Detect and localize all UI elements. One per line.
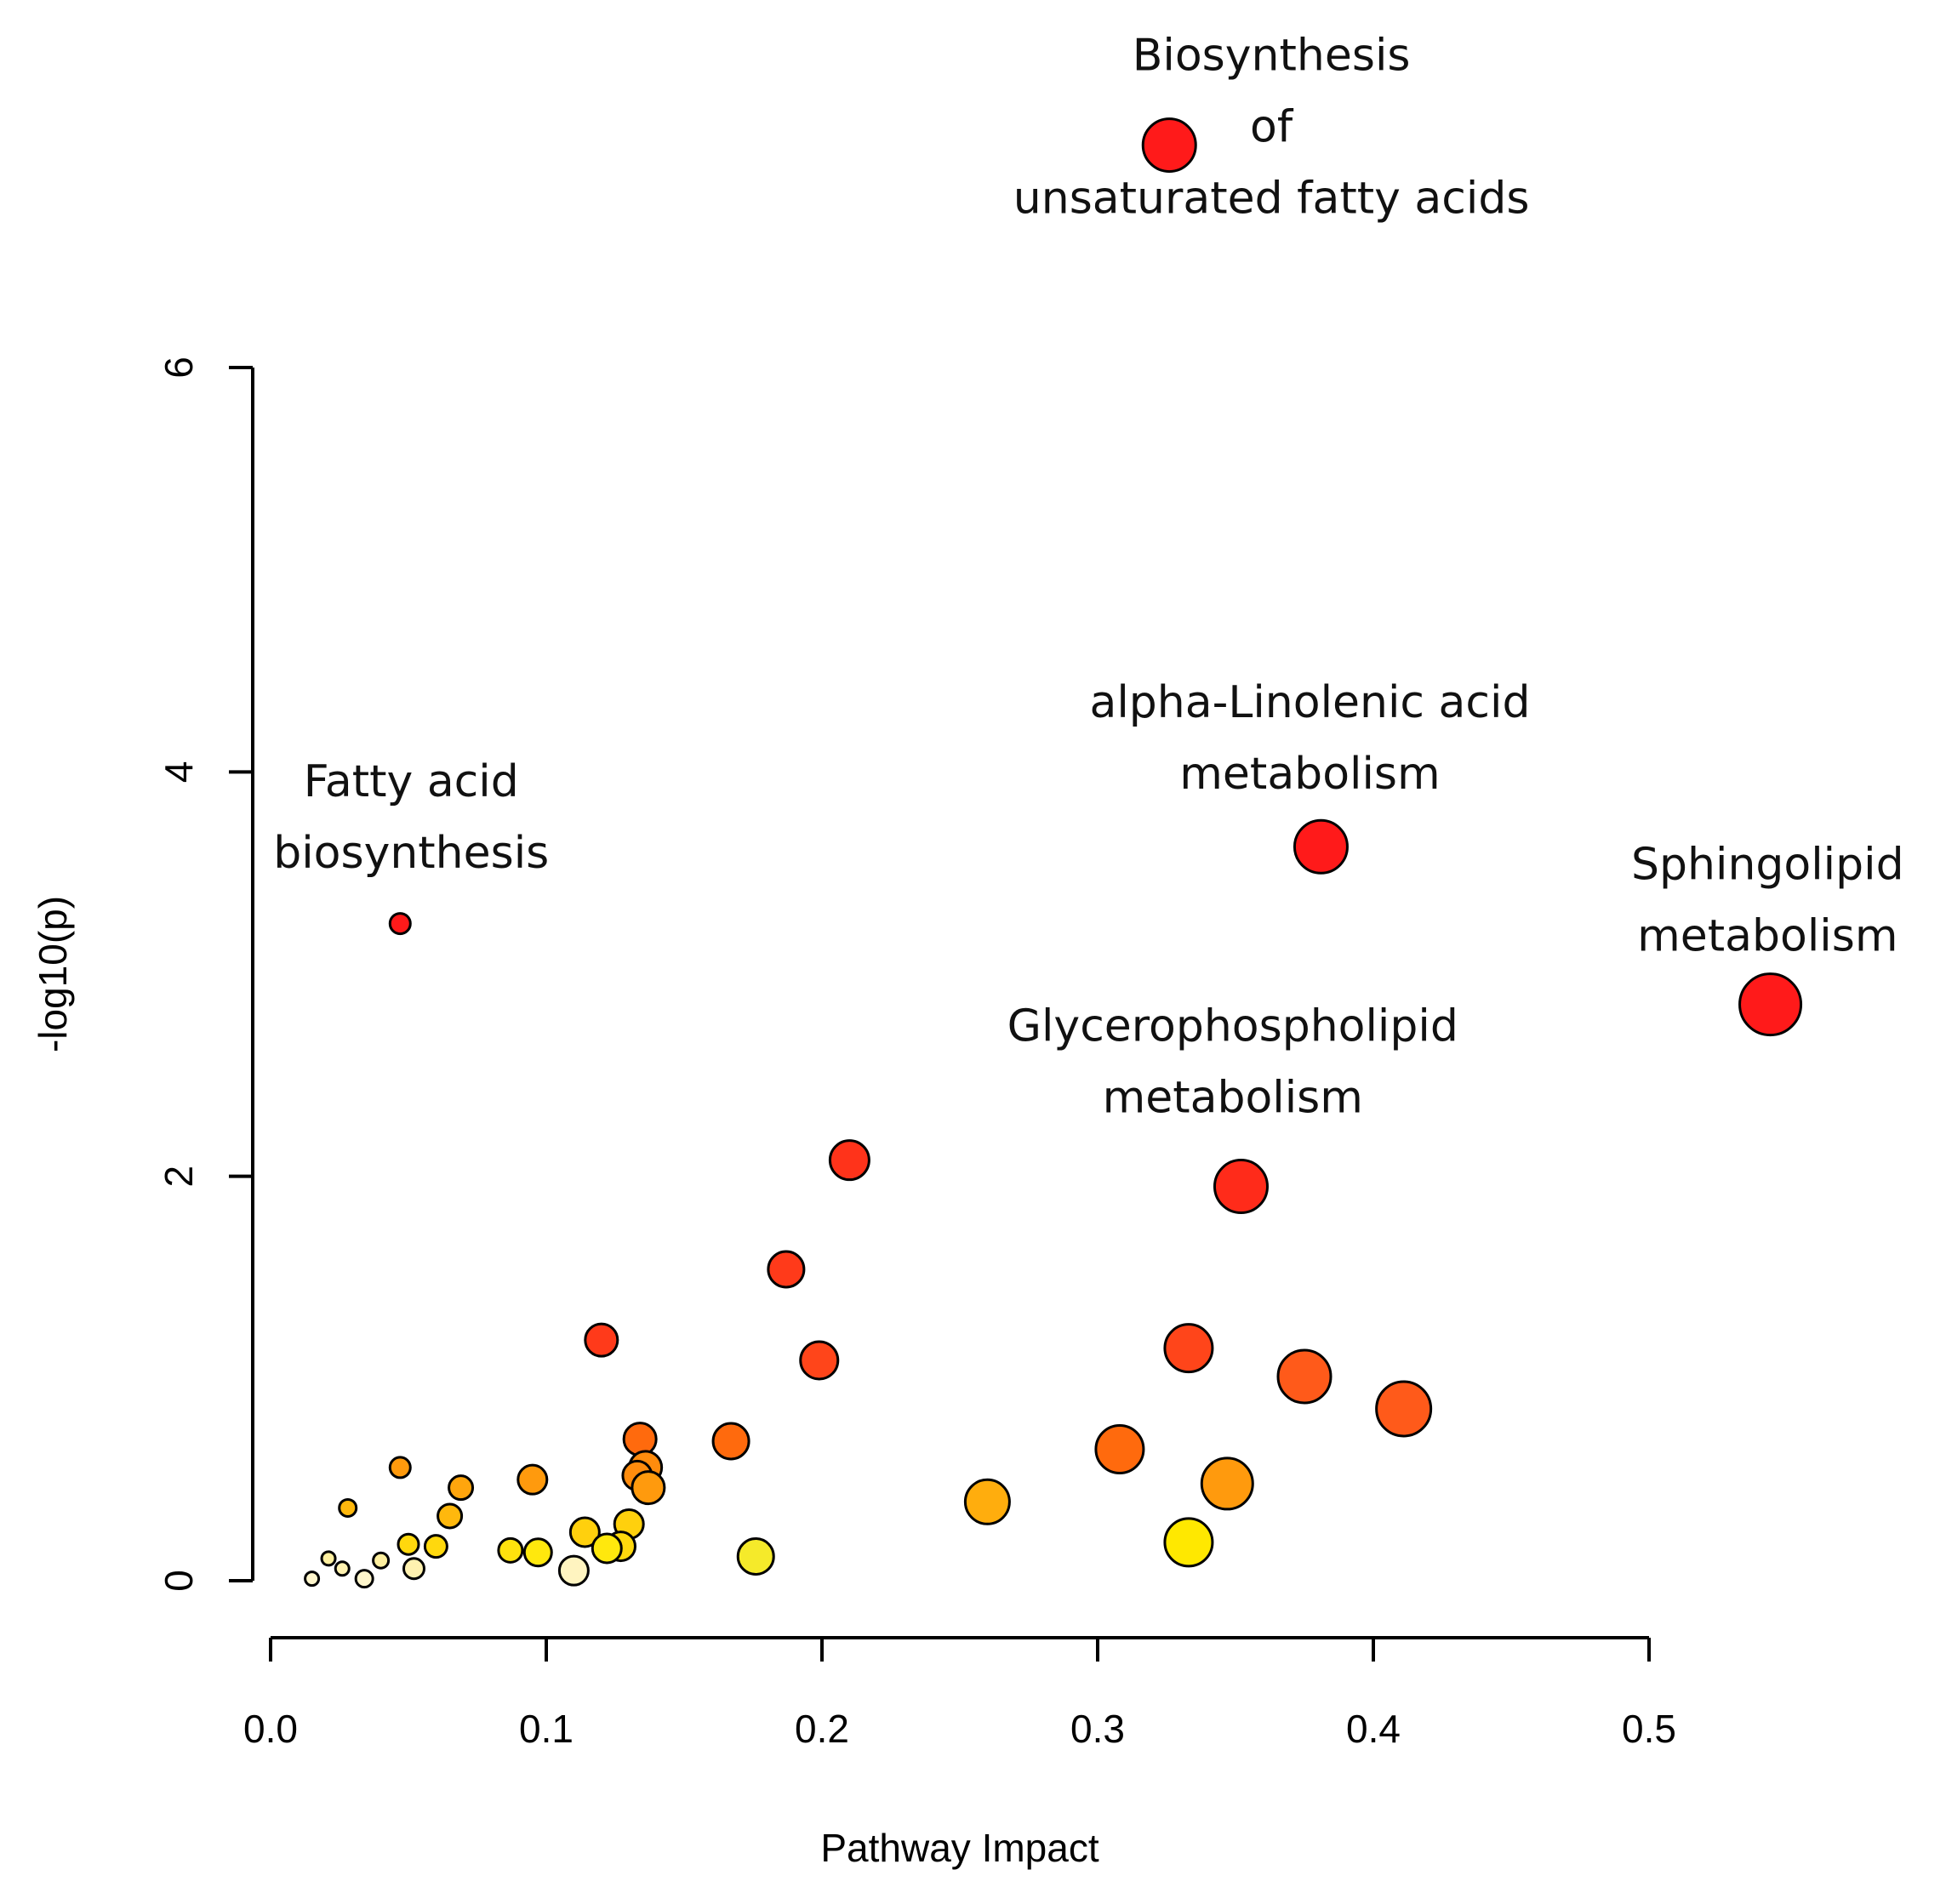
data-point	[963, 1478, 1011, 1525]
data-point	[304, 1571, 321, 1588]
y-tick-label: 0	[157, 1570, 201, 1592]
data-point	[711, 1422, 750, 1461]
data-point	[334, 1560, 351, 1577]
annotation-label: Sphingolipid metabolism	[1631, 839, 1904, 961]
data-point	[423, 1534, 448, 1559]
annotation-line: Biosynthesis	[1133, 31, 1411, 82]
annotation-line: metabolism	[1637, 910, 1897, 961]
data-point	[1293, 818, 1349, 875]
data-point	[631, 1470, 666, 1506]
x-tick-label: 0.2	[795, 1707, 849, 1751]
x-tick-label: 0.4	[1346, 1707, 1401, 1751]
y-tick-label: 4	[157, 761, 201, 784]
data-point	[1163, 1517, 1214, 1568]
x-tick-label: 0.0	[243, 1707, 298, 1751]
data-point	[388, 912, 412, 936]
annotation-label: Glycerophospholipid metabolism	[1007, 1000, 1458, 1123]
x-tick-label: 0.3	[1070, 1707, 1125, 1751]
data-point	[402, 1557, 425, 1581]
data-point	[828, 1139, 870, 1182]
data-point	[568, 1516, 601, 1548]
data-point	[338, 1497, 358, 1518]
annotation-line: Fatty acid	[304, 756, 519, 807]
data-point	[767, 1250, 806, 1289]
data-point	[1213, 1159, 1269, 1215]
data-point	[584, 1322, 619, 1358]
data-point	[1163, 1323, 1214, 1374]
data-point	[1094, 1424, 1145, 1475]
annotation-line: of	[1250, 102, 1294, 153]
data-point	[1276, 1348, 1333, 1405]
data-point	[736, 1536, 775, 1576]
data-point	[354, 1569, 374, 1589]
y-tick-label: 2	[157, 1166, 201, 1188]
annotation-line: Sphingolipid	[1631, 839, 1904, 890]
data-point	[497, 1536, 524, 1564]
data-point	[320, 1550, 337, 1567]
x-axis: 0.0 0.1 0.2 0.3 0.4 0.5	[243, 1636, 1676, 1751]
data-point	[448, 1474, 475, 1502]
data-point	[1738, 972, 1803, 1037]
annotation-line: Glycerophospholipid	[1007, 1000, 1458, 1052]
annotation-label: Biosynthesis of unsaturated fatty acids	[1013, 31, 1530, 225]
x-tick-label: 0.1	[519, 1707, 574, 1751]
point-annotations: Biosynthesis of unsaturated fatty acids alp…	[273, 31, 1903, 1124]
data-point	[799, 1340, 840, 1381]
data-point	[1141, 117, 1197, 174]
annotation-line: metabolism	[1179, 749, 1440, 800]
data-point	[1375, 1380, 1433, 1438]
y-tick-label: 6	[157, 356, 201, 379]
y-axis-title: -log10(p)	[31, 896, 75, 1052]
data-point	[591, 1532, 623, 1565]
data-point	[397, 1532, 420, 1556]
x-tick-label: 0.5	[1622, 1707, 1676, 1751]
data-point	[372, 1551, 391, 1570]
data-point	[1200, 1457, 1254, 1511]
y-axis: 0 2 4 6	[157, 356, 254, 1592]
data-point	[388, 1456, 412, 1479]
data-point	[622, 1422, 658, 1457]
scatter-points	[304, 117, 1803, 1589]
data-point	[557, 1554, 590, 1587]
annotation-line: metabolism	[1103, 1072, 1363, 1123]
data-point	[522, 1537, 553, 1568]
annotation-line: unsaturated fatty acids	[1013, 174, 1530, 225]
annotation-line: alpha-Linolenic acid	[1089, 677, 1530, 728]
x-axis-title: Pathway Impact	[820, 1826, 1099, 1870]
data-point	[437, 1502, 464, 1530]
data-point	[516, 1463, 549, 1496]
annotation-label: Fatty acid biosynthesis	[273, 756, 549, 879]
annotation-line: biosynthesis	[273, 828, 549, 879]
annotation-label: alpha-Linolenic acid metabolism	[1089, 677, 1530, 800]
